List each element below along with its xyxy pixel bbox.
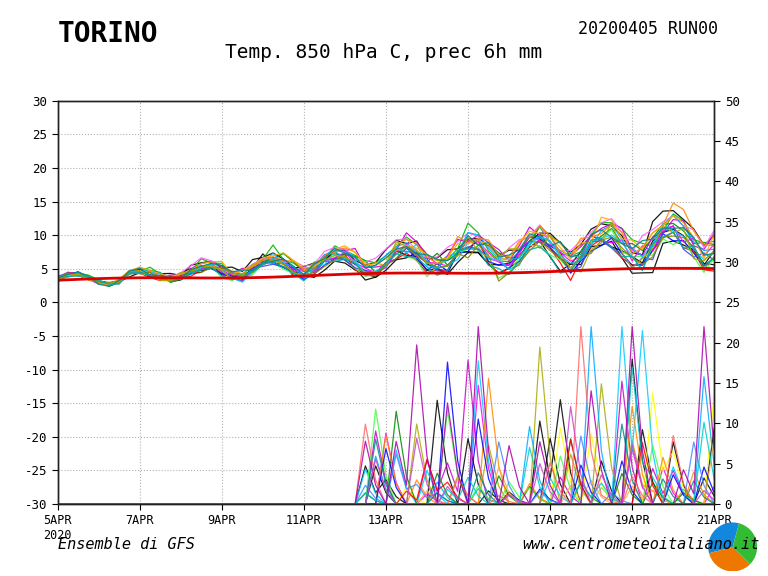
Text: Temp. 850 hPa C, prec 6h mm: Temp. 850 hPa C, prec 6h mm [225, 43, 543, 62]
Wedge shape [733, 523, 757, 564]
Wedge shape [708, 522, 739, 553]
Wedge shape [709, 547, 750, 571]
Text: TORINO: TORINO [58, 20, 158, 48]
Text: www.centrometeoitaliano.it: www.centrometeoitaliano.it [522, 537, 760, 552]
Text: Ensemble di GFS: Ensemble di GFS [58, 537, 194, 552]
Text: 20200405 RUN00: 20200405 RUN00 [578, 20, 718, 38]
